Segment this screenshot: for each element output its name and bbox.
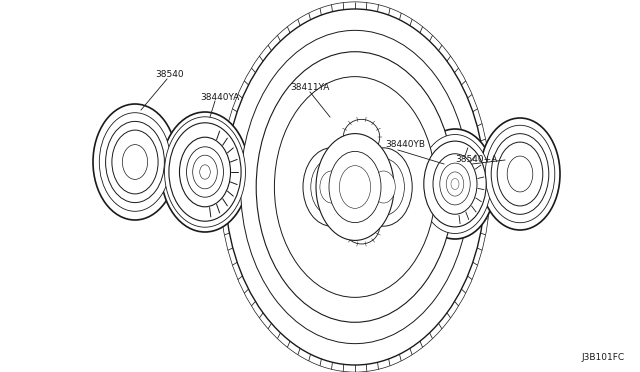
Text: 38440YA: 38440YA: [200, 93, 239, 102]
Ellipse shape: [451, 179, 459, 189]
Ellipse shape: [339, 166, 371, 208]
Ellipse shape: [122, 145, 148, 179]
Text: 38540+A: 38540+A: [455, 155, 497, 164]
Ellipse shape: [225, 9, 485, 365]
Ellipse shape: [363, 158, 404, 215]
Ellipse shape: [343, 119, 380, 155]
Ellipse shape: [200, 165, 211, 179]
Ellipse shape: [303, 148, 360, 226]
Ellipse shape: [415, 129, 495, 239]
Ellipse shape: [320, 171, 343, 203]
Ellipse shape: [433, 154, 477, 214]
Ellipse shape: [161, 112, 249, 232]
Ellipse shape: [507, 156, 532, 192]
Ellipse shape: [419, 135, 491, 234]
Ellipse shape: [241, 31, 469, 344]
Ellipse shape: [186, 147, 223, 197]
Ellipse shape: [93, 104, 177, 220]
Ellipse shape: [497, 142, 543, 206]
Ellipse shape: [106, 121, 164, 203]
Ellipse shape: [169, 123, 241, 221]
Ellipse shape: [329, 151, 381, 222]
Ellipse shape: [316, 134, 394, 240]
Ellipse shape: [112, 130, 158, 194]
Text: 38540: 38540: [155, 70, 184, 79]
Ellipse shape: [372, 171, 396, 203]
Ellipse shape: [193, 155, 218, 189]
Ellipse shape: [480, 118, 560, 230]
Ellipse shape: [355, 148, 412, 226]
Ellipse shape: [446, 172, 464, 196]
Ellipse shape: [492, 134, 548, 214]
Ellipse shape: [343, 208, 380, 244]
Text: 38440YB: 38440YB: [385, 140, 425, 149]
Ellipse shape: [164, 117, 246, 227]
Ellipse shape: [256, 52, 454, 322]
Text: 38411YA: 38411YA: [290, 83, 330, 92]
Ellipse shape: [275, 77, 436, 297]
Ellipse shape: [220, 2, 490, 372]
Ellipse shape: [440, 163, 470, 205]
Text: J3B101FC: J3B101FC: [582, 353, 625, 362]
Ellipse shape: [424, 141, 486, 227]
Ellipse shape: [99, 113, 171, 211]
Ellipse shape: [485, 125, 555, 223]
Ellipse shape: [179, 137, 230, 207]
Ellipse shape: [311, 158, 353, 215]
